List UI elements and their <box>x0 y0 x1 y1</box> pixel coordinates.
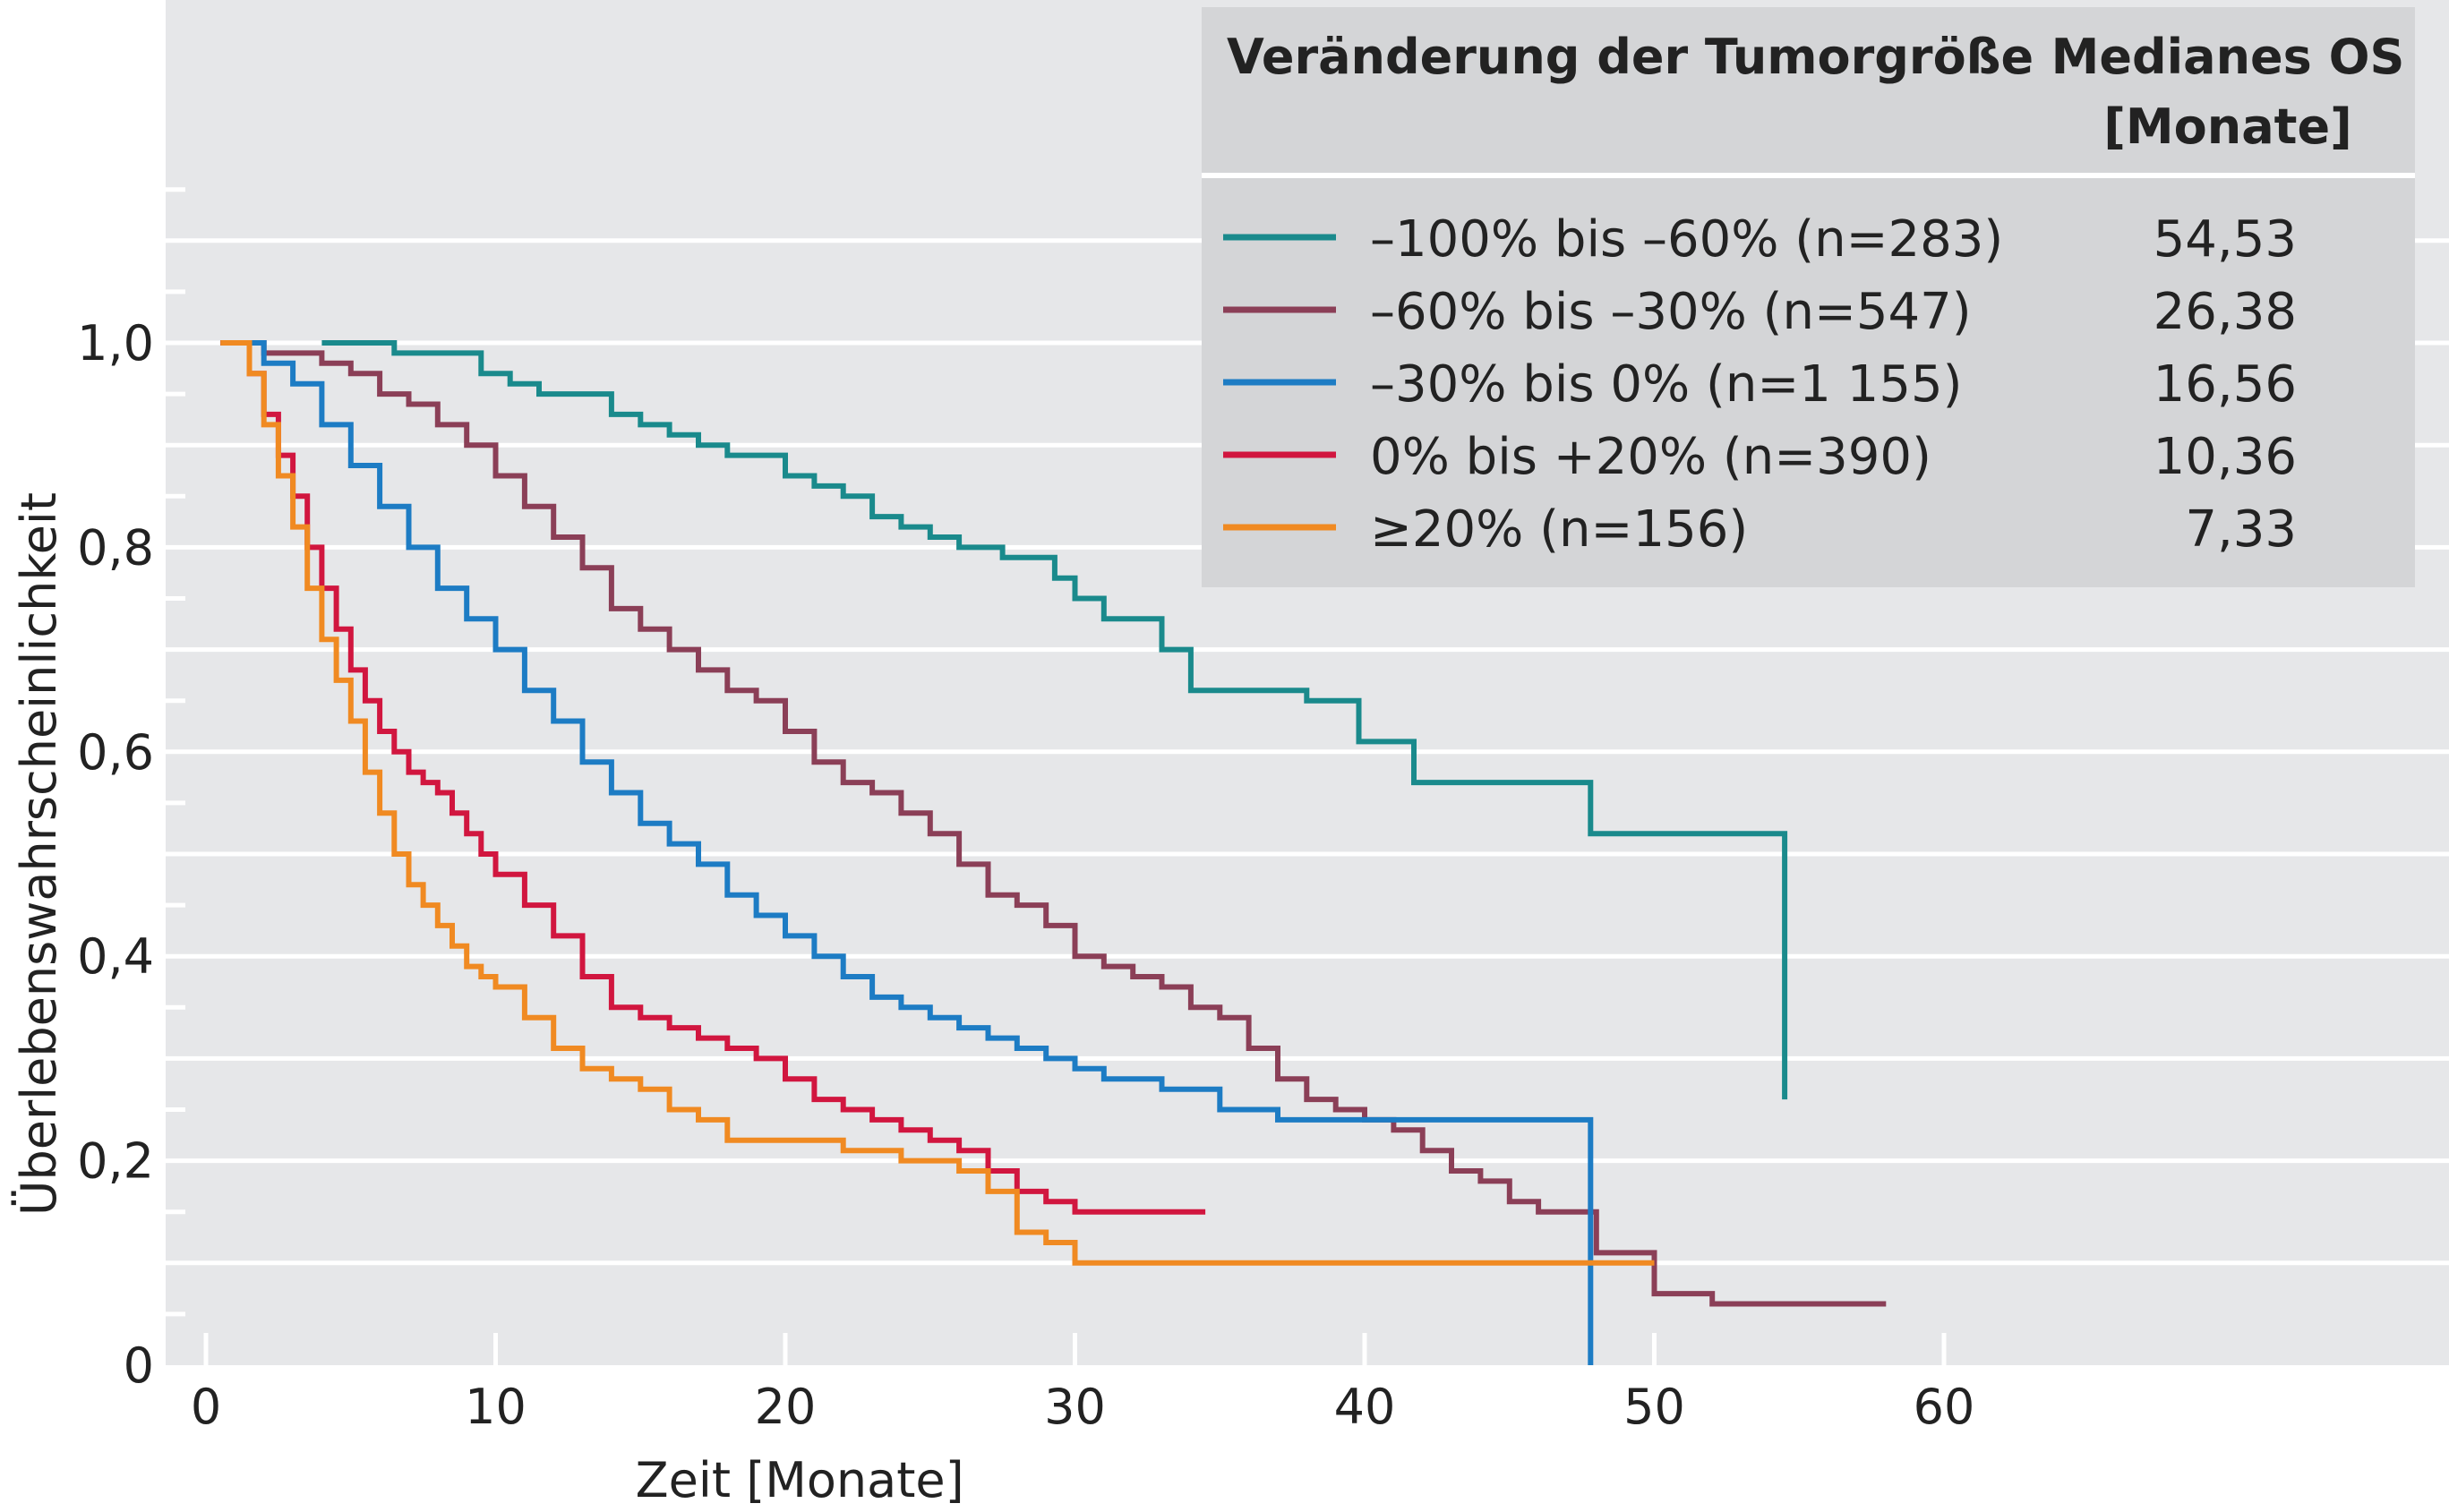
x-tick-label: 0 <box>191 1379 221 1435</box>
x-tick-label: 60 <box>1914 1379 1975 1435</box>
y-tick-label: 1,0 <box>77 315 154 372</box>
series-lines <box>220 340 1887 1365</box>
legend: Veränderung der Tumorgröße Medianes OS [Mo… <box>1202 7 2415 587</box>
x-tick-label: 40 <box>1334 1379 1396 1435</box>
y-tick-label: 0 <box>124 1337 154 1394</box>
y-tick-label: 0,8 <box>77 519 154 576</box>
legend-label-5: ≥20% (n=156) <box>1370 500 1748 559</box>
legend-median-2: 26,38 <box>2154 283 2297 341</box>
y-axis-title: Überlebenswahrscheinlichkeit <box>11 492 67 1216</box>
legend-header-right-unit: [Monate] <box>2103 98 2352 155</box>
axes: 0 10 20 30 40 50 60 0 0,2 0,4 0,6 0,8 1,0 <box>77 315 1974 1435</box>
series-line-5 <box>220 340 1655 1266</box>
y-tick-label: 0,4 <box>77 928 154 985</box>
x-axis-title: Zeit [Monate] <box>636 1452 964 1508</box>
series-line-2 <box>220 340 1887 1307</box>
y-tick-label: 0,6 <box>77 724 154 781</box>
legend-median-1: 54,53 <box>2154 210 2297 269</box>
legend-header-left: Veränderung der Tumorgröße <box>1227 29 2034 85</box>
x-tick-label: 20 <box>755 1379 817 1435</box>
legend-box <box>1202 7 2415 587</box>
series-line-4 <box>220 340 1206 1215</box>
x-tick-label: 30 <box>1044 1379 1106 1435</box>
legend-label-2: –60% bis –30% (n=547) <box>1370 283 1972 341</box>
legend-label-3: –30% bis 0% (n=1 155) <box>1370 355 1962 414</box>
series-line-3 <box>220 340 1594 1365</box>
y-tick-label: 0,2 <box>77 1133 154 1190</box>
legend-median-5: 7,33 <box>2185 500 2297 559</box>
legend-median-3: 16,56 <box>2154 355 2297 414</box>
legend-label-4: 0% bis +20% (n=390) <box>1370 428 1931 486</box>
series-line-1 <box>321 340 1788 1100</box>
x-tick-label: 50 <box>1623 1379 1685 1435</box>
legend-median-4: 10,36 <box>2154 428 2297 486</box>
legend-header-right: Medianes OS <box>2051 29 2405 85</box>
legend-label-1: –100% bis –60% (n=283) <box>1370 210 2003 269</box>
x-tick-label: 10 <box>465 1379 527 1435</box>
